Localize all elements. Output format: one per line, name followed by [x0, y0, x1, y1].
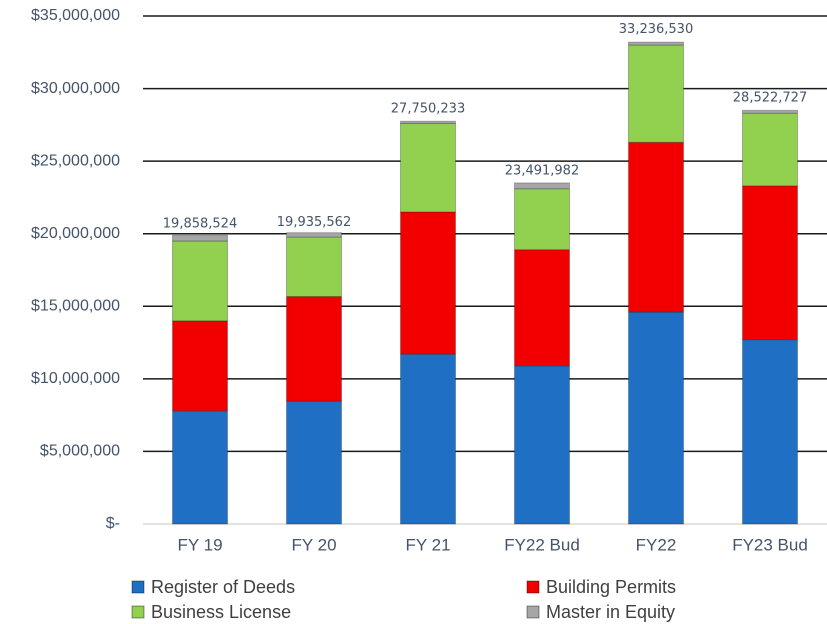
bar-segment: [514, 188, 570, 251]
bar-segment: [742, 112, 798, 187]
y-tick-label: $10,000,000: [31, 370, 120, 387]
bar-segment: [400, 122, 456, 213]
bar-segment: [400, 211, 456, 355]
bar-segment: [286, 400, 342, 525]
bar-segment: [286, 296, 342, 402]
x-tick-label: FY22 Bud: [504, 535, 580, 554]
bar-segment: [742, 109, 798, 114]
y-tick-label: $-: [106, 515, 120, 532]
bar-segment: [514, 182, 570, 190]
bar-segment: [628, 141, 684, 313]
bar-segment: [286, 236, 342, 298]
bar-segment: [514, 249, 570, 367]
total-label: 27,750,233: [391, 102, 465, 117]
legend-label: Building Permits: [546, 577, 676, 597]
legend-swatch: [526, 580, 540, 594]
total-label: 19,935,562: [277, 215, 351, 230]
y-tick-label: $5,000,000: [40, 443, 120, 460]
y-tick-label: $30,000,000: [31, 80, 120, 97]
y-tick-label: $25,000,000: [31, 152, 120, 169]
x-tick-label: FY 20: [291, 535, 336, 554]
y-tick-label: $20,000,000: [31, 225, 120, 242]
y-tick-label: $35,000,000: [31, 7, 120, 24]
total-label: 19,858,524: [163, 216, 237, 231]
bar-segment: [628, 311, 684, 525]
total-label: 28,522,727: [733, 91, 807, 106]
y-tick-label: $15,000,000: [31, 298, 120, 315]
bar-segment: [628, 41, 684, 46]
x-tick-label: FY22: [636, 535, 677, 554]
legend-label: Business License: [151, 602, 291, 622]
x-tick-label: FY23 Bud: [732, 535, 808, 554]
bar-segment: [172, 234, 228, 242]
legend-swatch: [131, 580, 145, 594]
x-tick-label: FY 21: [405, 535, 450, 554]
legend-label: Master in Equity: [546, 602, 675, 622]
bar-segment: [286, 232, 342, 238]
bar-segment: [514, 365, 570, 525]
bar-segment: [742, 185, 798, 341]
bar-segment: [172, 410, 228, 525]
bar-segment: [400, 353, 456, 525]
legend-swatch: [526, 605, 540, 619]
total-label: 23,491,982: [505, 164, 579, 179]
bar-segment: [742, 339, 798, 525]
bar-segment: [172, 240, 228, 322]
legend-swatch: [131, 605, 145, 619]
x-tick-label: FY 19: [177, 535, 222, 554]
bar-segment: [400, 120, 456, 124]
legend-label: Register of Deeds: [151, 577, 295, 597]
total-label: 33,236,530: [619, 22, 693, 37]
bar-segment: [172, 320, 228, 412]
bar-segment: [628, 44, 684, 143]
